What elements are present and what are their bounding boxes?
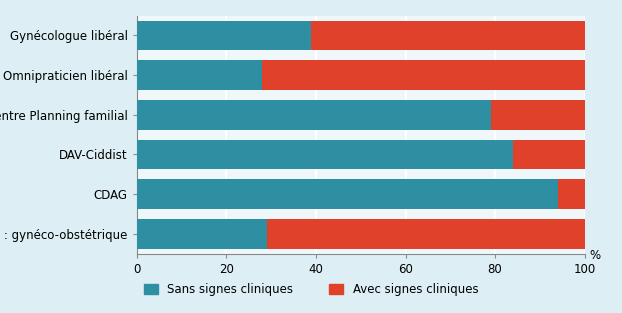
Bar xyxy=(491,100,585,130)
Bar xyxy=(137,60,262,90)
Bar xyxy=(137,100,491,130)
Legend: Sans signes cliniques, Avec signes cliniques: Sans signes cliniques, Avec signes clini… xyxy=(139,278,483,301)
Bar xyxy=(137,219,267,249)
Bar xyxy=(137,140,513,169)
Bar xyxy=(267,219,585,249)
Text: %: % xyxy=(589,249,600,262)
Bar xyxy=(513,140,585,169)
Bar xyxy=(137,21,312,50)
Bar xyxy=(558,179,585,209)
Bar xyxy=(137,179,558,209)
Bar xyxy=(262,60,585,90)
Bar xyxy=(312,21,585,50)
